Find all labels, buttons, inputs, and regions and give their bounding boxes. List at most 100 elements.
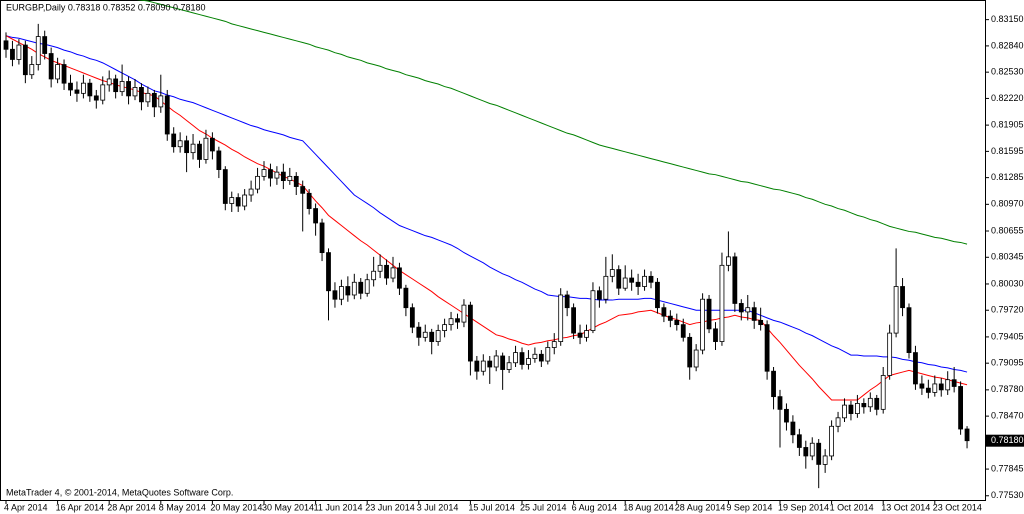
candle-body: [158, 95, 164, 108]
x-tick-label: 9 Sep 2014: [726, 502, 772, 512]
moving-average-line: [5, 35, 968, 373]
candle-body: [784, 408, 789, 423]
candle-body: [584, 330, 589, 338]
candle-body: [74, 89, 80, 94]
x-tick-label: 3 Jul 2014: [417, 502, 459, 512]
candle-body: [235, 197, 241, 207]
candle-body: [945, 379, 951, 391]
candle-body: [461, 304, 467, 323]
candle-body: [951, 379, 957, 387]
y-tick-label: 0.83150: [991, 14, 1024, 24]
candle-body: [538, 353, 544, 362]
candle-body: [364, 279, 370, 294]
y-tick-label: 0.78780: [991, 384, 1024, 394]
candle-body: [87, 82, 93, 97]
plot-frame: [0, 0, 986, 501]
candle-body: [371, 270, 377, 281]
candle-body: [519, 352, 525, 365]
candle-body: [713, 328, 718, 342]
candle-body: [345, 286, 351, 296]
candle-body: [171, 133, 177, 148]
candle-body: [119, 81, 125, 93]
y-tick-label: 0.81595: [991, 146, 1024, 156]
y-tick-label: 0.81285: [991, 172, 1024, 182]
candle-body: [551, 341, 557, 348]
candle-body: [35, 36, 41, 65]
y-tick-label: 0.77845: [991, 463, 1024, 473]
candle-body: [700, 298, 705, 351]
candle-body: [893, 286, 899, 334]
candle-body: [964, 428, 970, 442]
candle-body: [706, 298, 712, 330]
candle-body: [867, 397, 873, 408]
candle-body: [822, 455, 828, 465]
candle-body: [113, 78, 119, 93]
last-price-label: 0.78180: [991, 435, 1024, 445]
candle-body: [248, 188, 254, 196]
candle-body: [416, 326, 422, 338]
candle-body: [197, 143, 202, 160]
candle-body: [577, 332, 583, 338]
candle-body: [68, 82, 73, 91]
candle-body: [100, 84, 106, 101]
candle-body: [242, 194, 248, 207]
candle-body: [209, 137, 215, 152]
x-tick-label: 16 Apr 2014: [56, 502, 105, 512]
y-tick-label: 0.82840: [991, 40, 1024, 50]
candle-body: [274, 171, 280, 179]
y-tick-label: 0.80345: [991, 252, 1024, 262]
candle-body: [545, 347, 551, 362]
candle-body: [151, 92, 157, 108]
x-tick-label: 30 May 2014: [262, 502, 314, 512]
candle-body: [932, 383, 938, 393]
candle-body: [925, 387, 931, 393]
candle-body: [255, 175, 260, 190]
candle-body: [809, 442, 815, 457]
x-tick-label: 4 Apr 2014: [4, 502, 48, 512]
candle-body: [29, 64, 35, 76]
y-tick-label: 0.79405: [991, 331, 1024, 341]
candle-body: [313, 208, 319, 224]
candle-body: [222, 169, 228, 204]
candle-body: [358, 281, 364, 294]
candle-body: [635, 281, 641, 287]
candle-body: [326, 252, 331, 292]
candle-body: [48, 53, 54, 80]
candle-body: [93, 95, 99, 101]
candle-body: [751, 307, 757, 321]
candle-body: [526, 358, 531, 365]
candle-body: [306, 192, 312, 209]
candle-body: [796, 434, 802, 448]
candle-body: [268, 169, 273, 179]
x-tick-label: 1 Oct 2014: [830, 502, 874, 512]
candle-body: [338, 286, 344, 300]
candle-body: [409, 307, 415, 328]
candle-body: [319, 222, 325, 254]
candle-body: [771, 370, 776, 398]
candle-body: [390, 267, 396, 279]
candle-body: [55, 64, 60, 80]
candle-body: [126, 81, 131, 97]
candle-body: [429, 331, 435, 342]
footer: MetaTrader 4, © 2001-2014, MetaQuotes So…: [6, 487, 233, 497]
y-tick-label: 0.79720: [991, 305, 1024, 315]
candle-body: [726, 256, 731, 266]
candle-body: [732, 256, 738, 304]
candle-body: [377, 264, 383, 272]
candle-body: [493, 355, 499, 368]
candle-body: [900, 286, 905, 309]
y-tick-label: 0.82220: [991, 93, 1024, 103]
candle-body: [648, 275, 654, 283]
x-tick-label: 6 Aug 2014: [572, 502, 618, 512]
candle-body: [609, 269, 615, 277]
candle-body: [500, 355, 506, 370]
candle-body: [300, 186, 306, 194]
y-tick-label: 0.77530: [991, 490, 1024, 500]
candle-body: [597, 290, 602, 300]
candle-body: [738, 303, 744, 313]
candle-body: [874, 397, 880, 410]
x-tick-label: 8 May 2014: [159, 502, 206, 512]
candle-body: [622, 277, 628, 289]
axes: 0.83150 0.82840 0.82530 0.82220 0.81905 0.815…: [4, 14, 1024, 512]
candle-body: [42, 36, 48, 54]
